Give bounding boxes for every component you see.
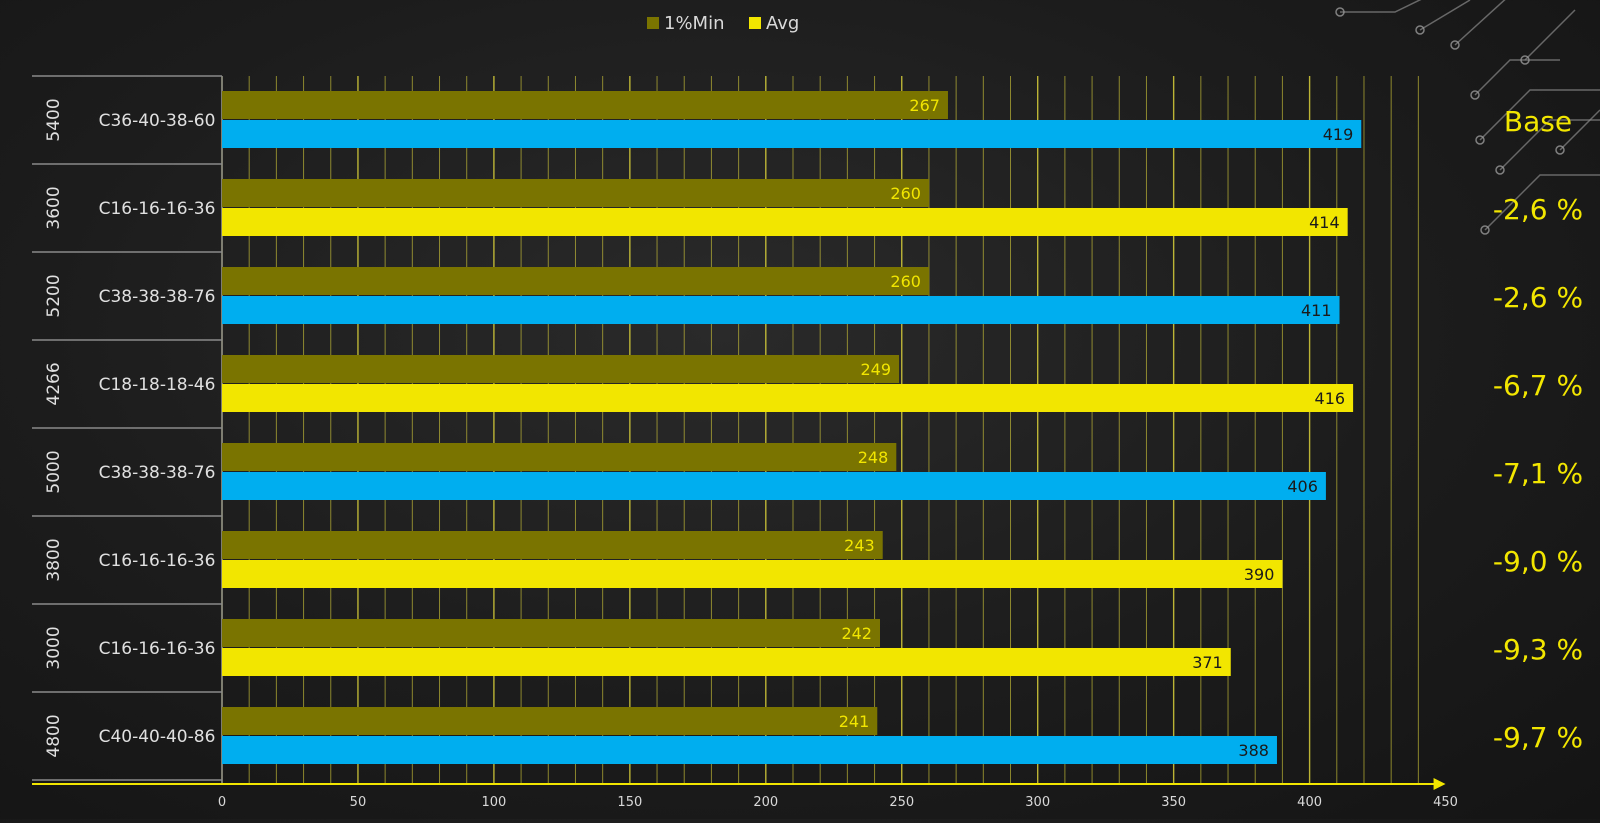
x-axis: 0 50 100 150 200 250 300 350 400 450	[32, 778, 1458, 810]
category-speed-label: 3800	[44, 538, 64, 581]
circuit-node	[1480, 225, 1490, 235]
min-bar	[222, 267, 929, 295]
category-speed-label: 4266	[44, 362, 64, 405]
min-bar	[222, 355, 900, 383]
avg-bar-value-label: 416	[1315, 389, 1346, 408]
avg-bar-value-label: 390	[1244, 565, 1275, 584]
legend-label-avg: Avg	[766, 13, 799, 34]
min-bar-value-label: 241	[839, 712, 870, 731]
avg-bar	[222, 384, 1354, 412]
category-timings-label: C38-38-38-76	[99, 287, 216, 307]
min-bar-value-label: 248	[858, 448, 889, 467]
min-bar-value-label: 249	[860, 360, 891, 379]
avg-bar-value-label: 371	[1192, 653, 1223, 672]
percentage-label: -2,6 %	[1493, 281, 1583, 314]
legend-label-min: 1%Min	[664, 13, 725, 34]
x-tick-label: 100	[481, 795, 506, 810]
min-bar-value-label: 267	[909, 96, 940, 115]
circuit-trace	[1474, 59, 1560, 96]
percentage-label: -9,7 %	[1493, 721, 1583, 754]
avg-bar-value-label: 411	[1301, 301, 1332, 320]
bars: 267 419 260 414 260 411 249 416 248 406 243 390 242 3…	[222, 91, 1362, 764]
circuit-trace	[1454, 0, 1506, 46]
percentage-label: -7,1 %	[1493, 457, 1583, 490]
circuit-node	[1495, 165, 1505, 175]
circuit-node	[1450, 40, 1460, 50]
circuit-trace	[1419, 0, 1471, 31]
avg-bar	[222, 736, 1277, 764]
legend-swatch-avg	[749, 17, 761, 29]
legend: 1%Min Avg	[647, 13, 799, 34]
circuit-decoration	[1335, 0, 1600, 235]
percentage-label: -9,0 %	[1493, 545, 1583, 578]
circuit-trace	[1484, 174, 1600, 231]
x-tick-label: 400	[1297, 795, 1322, 810]
min-bar	[222, 179, 929, 207]
x-tick-label: 200	[753, 795, 778, 810]
category-timings-label: C18-18-18-46	[99, 375, 216, 395]
category-timings-label: C16-16-16-36	[99, 639, 216, 659]
circuit-trace	[1524, 9, 1576, 61]
min-bar	[222, 443, 897, 471]
circuit-node	[1555, 145, 1565, 155]
circuit-node	[1470, 90, 1480, 100]
category-speed-label: 3600	[44, 186, 64, 229]
circuit-node	[1415, 25, 1425, 35]
avg-bar-value-label: 419	[1323, 125, 1354, 144]
min-bar-value-label: 242	[841, 624, 872, 643]
x-tick-label: 50	[350, 795, 367, 810]
circuit-node	[1335, 7, 1345, 17]
min-bar	[222, 91, 948, 119]
category-speed-label: 5400	[44, 98, 64, 141]
category-speed-label: 5000	[44, 450, 64, 493]
category-timings-label: C16-16-16-36	[99, 199, 216, 219]
category-timings-label: C38-38-38-76	[99, 463, 216, 483]
category-timings-label: C36-40-38-60	[99, 111, 216, 131]
x-tick-label: 300	[1025, 795, 1050, 810]
avg-bar	[222, 648, 1231, 676]
avg-bar	[222, 120, 1362, 148]
category-labels: 5400 C36-40-38-60 3600 C16-16-16-36 5200 C38-…	[32, 75, 223, 784]
x-tick-label: 350	[1161, 795, 1186, 810]
x-tick-label: 0	[218, 795, 226, 810]
circuit-trace	[1479, 89, 1600, 141]
min-bar-value-label: 243	[844, 536, 875, 555]
circuit-node	[1475, 135, 1485, 145]
avg-bar	[222, 296, 1340, 324]
category-speed-label: 4800	[44, 714, 64, 757]
category-timings-label: C40-40-40-86	[99, 727, 216, 747]
percentage-label: -6,7 %	[1493, 369, 1583, 402]
x-axis-arrow	[1433, 778, 1446, 790]
avg-bar-value-label: 388	[1238, 741, 1269, 760]
percentage-labels: Base -2,6 % -2,6 % -6,7 % -7,1 % -9,0 % -9,3 %…	[1493, 105, 1583, 754]
min-bar	[222, 619, 880, 647]
category-speed-label: 3000	[44, 626, 64, 669]
circuit-trace	[1559, 109, 1600, 151]
category-speed-label: 5200	[44, 274, 64, 317]
avg-bar-value-label: 414	[1309, 213, 1340, 232]
x-tick-label: 450	[1433, 795, 1458, 810]
min-bar-value-label: 260	[890, 272, 921, 291]
avg-bar	[222, 472, 1326, 500]
circuit-node	[1520, 55, 1530, 65]
min-bar-value-label: 260	[890, 184, 921, 203]
avg-bar	[222, 560, 1283, 588]
percentage-label: -2,6 %	[1493, 193, 1583, 226]
avg-bar-value-label: 406	[1287, 477, 1318, 496]
legend-swatch-min	[647, 17, 659, 29]
x-tick-label: 150	[617, 795, 642, 810]
percentage-label: -9,3 %	[1493, 633, 1583, 666]
avg-bar	[222, 208, 1348, 236]
circuit-trace	[1499, 119, 1600, 171]
circuit-trace	[1340, 0, 1422, 13]
min-bar	[222, 531, 883, 559]
x-tick-label: 250	[889, 795, 914, 810]
category-timings-label: C16-16-16-36	[99, 551, 216, 571]
percentage-label: Base	[1504, 105, 1572, 138]
min-bar	[222, 707, 878, 735]
